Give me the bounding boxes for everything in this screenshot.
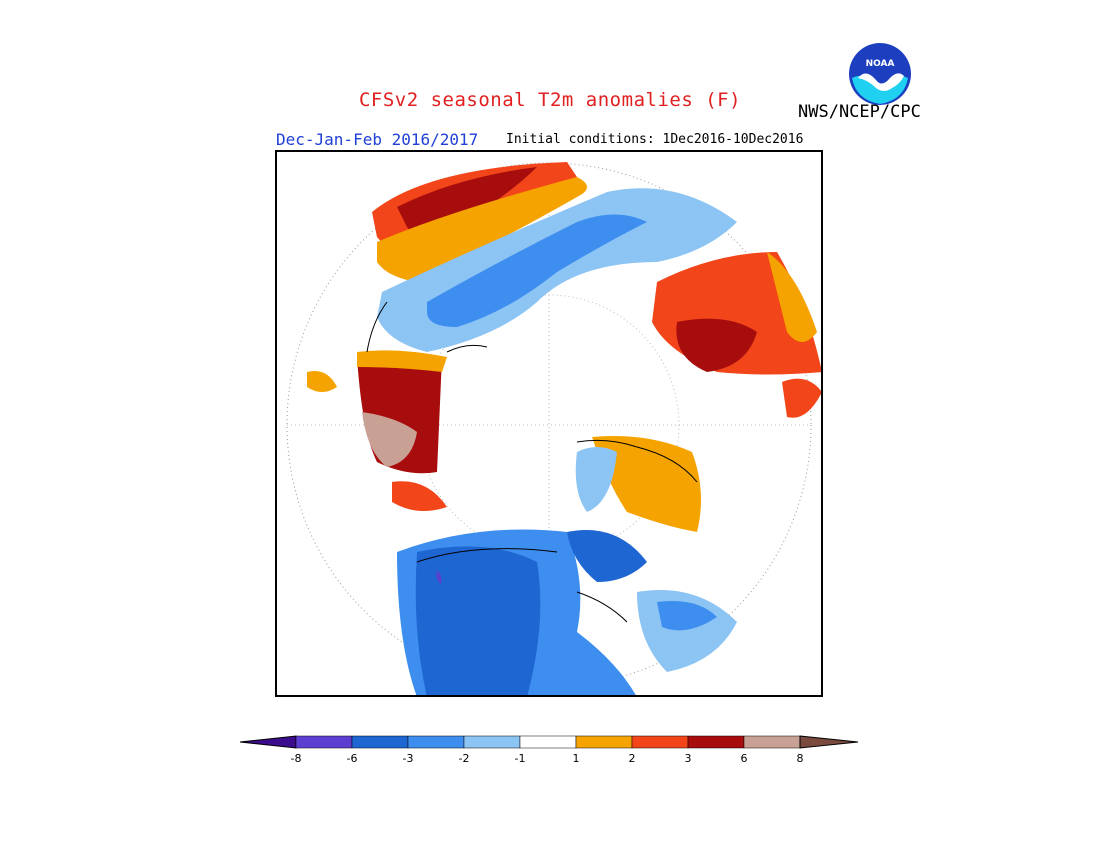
logo-text: NOAA (866, 59, 895, 69)
chart-title: CFSv2 seasonal T2m anomalies (F) (358, 89, 742, 111)
legend-tick-label: -2 (458, 752, 470, 765)
europe-very-warm-region (397, 167, 537, 236)
initial-conditions-label: Initial conditions: 1Dec2016-10Dec2016 (506, 132, 804, 147)
color-legend (239, 735, 859, 749)
west-atlantic-warm-patch (307, 371, 337, 392)
legend-bin (295, 735, 353, 749)
asia-moderate-warm-region (767, 252, 817, 342)
legend-tick-label: 2 (628, 752, 636, 765)
alaska-warm-region (592, 436, 701, 532)
bering-cool-region (575, 447, 617, 512)
legend-bin (575, 735, 633, 749)
season-label: Dec-Jan-Feb 2016/2017 (276, 130, 479, 149)
legend-bin (631, 735, 689, 749)
atlantic-moderate-warm-region (357, 350, 447, 372)
agency-label: NWS/NCEP/CPC (798, 102, 921, 122)
northeast-canada-colder-region (657, 601, 717, 631)
legend-tick-label: -1 (514, 752, 526, 765)
map-frame (275, 150, 823, 697)
legend-tick-label: 3 (684, 752, 692, 765)
iceland-warm-patch (392, 481, 447, 511)
legend-bin (351, 735, 409, 749)
canada-coldest-patch (436, 570, 442, 584)
asia-very-warm-region (676, 318, 757, 372)
legend-bin-arrow-low (239, 735, 297, 749)
legend-tick-label: 8 (796, 752, 804, 765)
legend-bin (463, 735, 521, 749)
legend-tick-label: -8 (290, 752, 302, 765)
legend-tick-label: -3 (402, 752, 414, 765)
noaa-logo: NOAA (849, 43, 911, 105)
logo-gull (858, 73, 904, 91)
legend-bin-arrow-high (799, 735, 859, 749)
legend-tick-label: 1 (572, 752, 580, 765)
legend-bin (519, 735, 577, 749)
europe-moderate-warm-region (377, 177, 587, 282)
coastline (366, 301, 698, 623)
atlantic-very-warm-region (362, 412, 417, 467)
legend-bin (743, 735, 801, 749)
legend-bin (407, 735, 465, 749)
map-boundary-circle (286, 162, 812, 688)
east-asia-warm-region (782, 378, 821, 418)
polar-map (286, 162, 821, 695)
russia-colder-region (427, 214, 647, 327)
legend-bins (239, 735, 859, 749)
canada-cold-region (415, 546, 541, 695)
legend-bin (687, 735, 745, 749)
legend-tick-label: 6 (740, 752, 748, 765)
legend-tick-label: -6 (346, 752, 358, 765)
arctic-archipelago-cold-region (567, 530, 647, 582)
